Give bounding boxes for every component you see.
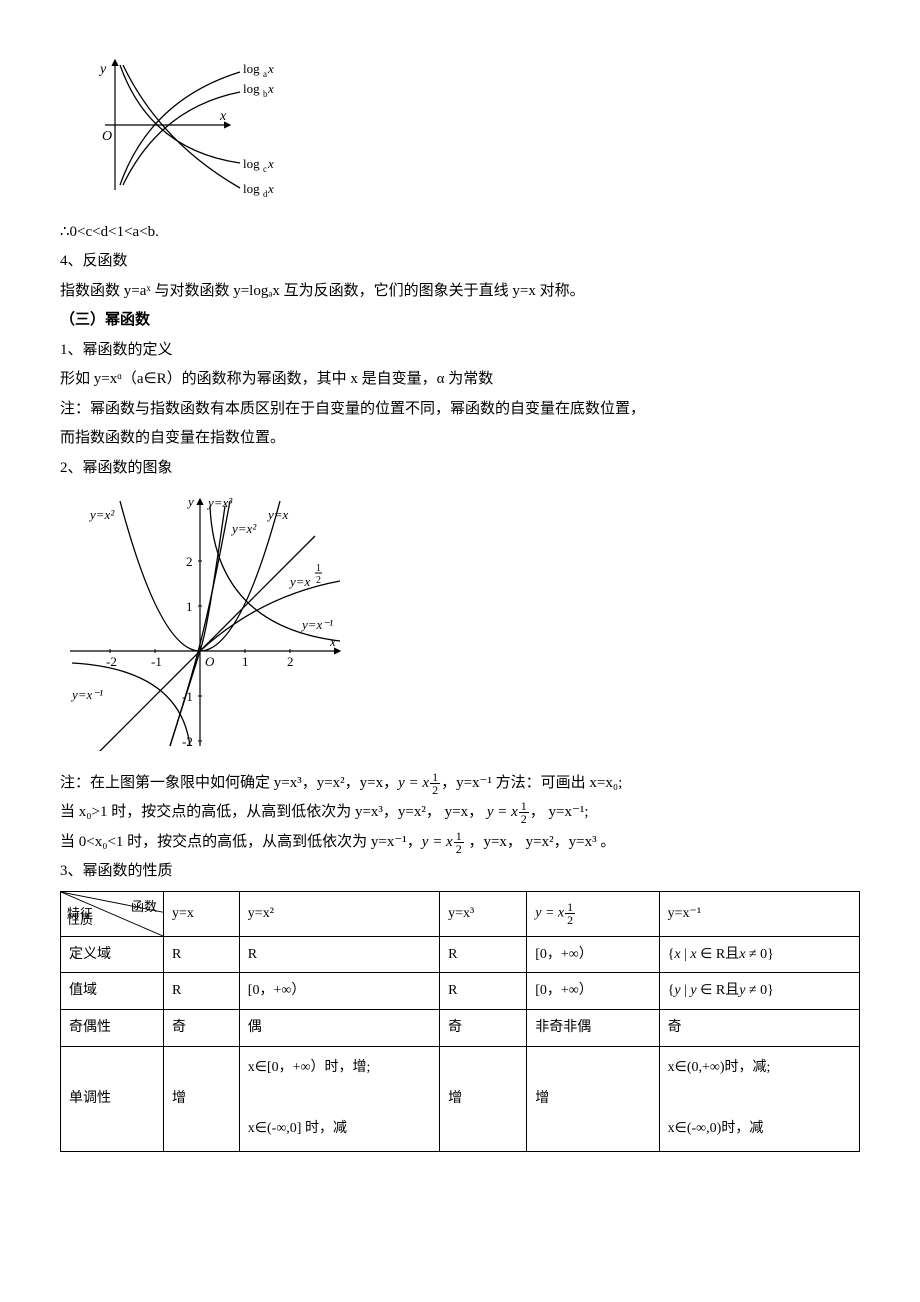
- table-diag-header: 函数 特征 性质: [61, 891, 164, 936]
- svg-text:2: 2: [316, 575, 321, 586]
- svg-text:y=x³: y=x³: [206, 495, 233, 510]
- row-range: 值域 R [0，+∞） R [0，+∞） {y | y ∈ R且y ≠ 0}: [61, 973, 860, 1010]
- svg-text:x: x: [267, 61, 274, 76]
- svg-text:y: y: [186, 494, 194, 509]
- svg-text:x: x: [329, 634, 336, 649]
- svg-text:-2: -2: [106, 654, 117, 669]
- log-comparison-figure: y x O logax logbx logcx logdx: [60, 50, 860, 210]
- sec3-title: （三）幂函数: [60, 308, 860, 334]
- svg-text:2: 2: [186, 554, 193, 569]
- svg-text:y=x: y=x: [288, 574, 311, 589]
- svg-text:O: O: [102, 129, 112, 144]
- svg-text:-1: -1: [151, 654, 162, 669]
- p2-note-c: 当 0<x₀<1 时，按交点的高低，从高到低依次为 y=x⁻¹，y = x12 …: [60, 830, 860, 856]
- svg-text:c: c: [263, 164, 267, 174]
- col-header-yx2: y=x²: [239, 891, 439, 936]
- svg-text:1: 1: [316, 563, 321, 574]
- p1-title: 1、幂函数的定义: [60, 338, 860, 364]
- svg-text:y=x⁻¹: y=x⁻¹: [300, 617, 333, 632]
- power-function-table: 函数 特征 性质 y=x y=x² y=x³ y = x12 y=x⁻¹ 定义域…: [60, 891, 860, 1153]
- svg-text:log: log: [243, 181, 260, 196]
- col-header-yx: y=x: [163, 891, 239, 936]
- svg-text:1: 1: [242, 654, 249, 669]
- svg-text:y: y: [98, 62, 107, 77]
- svg-text:y=x²: y=x²: [230, 521, 257, 536]
- svg-text:a: a: [263, 69, 267, 79]
- col-header-yx-1: y=x⁻¹: [659, 891, 859, 936]
- p1-line: 形如 y=xᵅ（a∈R）的函数称为幂函数，其中 x 是自变量，α 为常数: [60, 367, 860, 393]
- svg-text:x: x: [267, 181, 274, 196]
- p2-note-a: 注：在上图第一象限中如何确定 y=x³，y=x²，y=x，y = x12，y=x…: [60, 771, 860, 797]
- col-header-yx12: y = x12: [527, 891, 659, 936]
- svg-text:log: log: [243, 61, 260, 76]
- svg-text:-2: -2: [182, 734, 193, 749]
- p1-note1: 注：幂函数与指数函数有本质区别在于自变量的位置不同，幂函数的自变量在底数位置，: [60, 397, 860, 423]
- p2-note-b: 当 x₀>1 时，按交点的高低，从高到低依次为 y=x³，y=x²， y=x， …: [60, 800, 860, 826]
- svg-text:log: log: [243, 156, 260, 171]
- svg-text:log: log: [243, 81, 260, 96]
- sec4-text: 指数函数 y=aˣ 与对数函数 y=logₐx 互为反函数，它们的图象关于直线 …: [60, 279, 860, 305]
- p2-title: 2、幂函数的图象: [60, 456, 860, 482]
- svg-text:y=x: y=x: [266, 507, 289, 522]
- svg-text:2: 2: [287, 654, 294, 669]
- svg-text:x: x: [267, 156, 274, 171]
- svg-text:y=x²: y=x²: [88, 507, 115, 522]
- conclusion-line: ∴0<c<d<1<a<b.: [60, 220, 860, 246]
- svg-text:y=x⁻¹: y=x⁻¹: [70, 687, 103, 702]
- col-header-yx3: y=x³: [440, 891, 527, 936]
- document-body: y x O logax logbx logcx logdx ∴0<c<d<1<a…: [60, 50, 860, 1152]
- row-domain: 定义域 R R R [0，+∞） {x | x ∈ R且x ≠ 0}: [61, 936, 860, 973]
- row-monotone: 单调性 增 x∈[0，+∞）时，增;x∈(-∞,0] 时，减 增 增 x∈(0,…: [61, 1046, 860, 1151]
- sec4-title: 4、反函数: [60, 249, 860, 275]
- svg-text:x: x: [267, 81, 274, 96]
- p3-title: 3、幂函数的性质: [60, 859, 860, 885]
- row-parity: 奇偶性 奇 偶 奇 非奇非偶 奇: [61, 1010, 860, 1047]
- p1-note2: 而指数函数的自变量在指数位置。: [60, 426, 860, 452]
- svg-text:O: O: [205, 654, 215, 669]
- power-function-figure: -2 -1 1 2 1 2 -1 -2 O x y y=x² y=x³ y=x²…: [60, 491, 860, 761]
- svg-text:1: 1: [186, 599, 193, 614]
- svg-text:x: x: [219, 109, 227, 124]
